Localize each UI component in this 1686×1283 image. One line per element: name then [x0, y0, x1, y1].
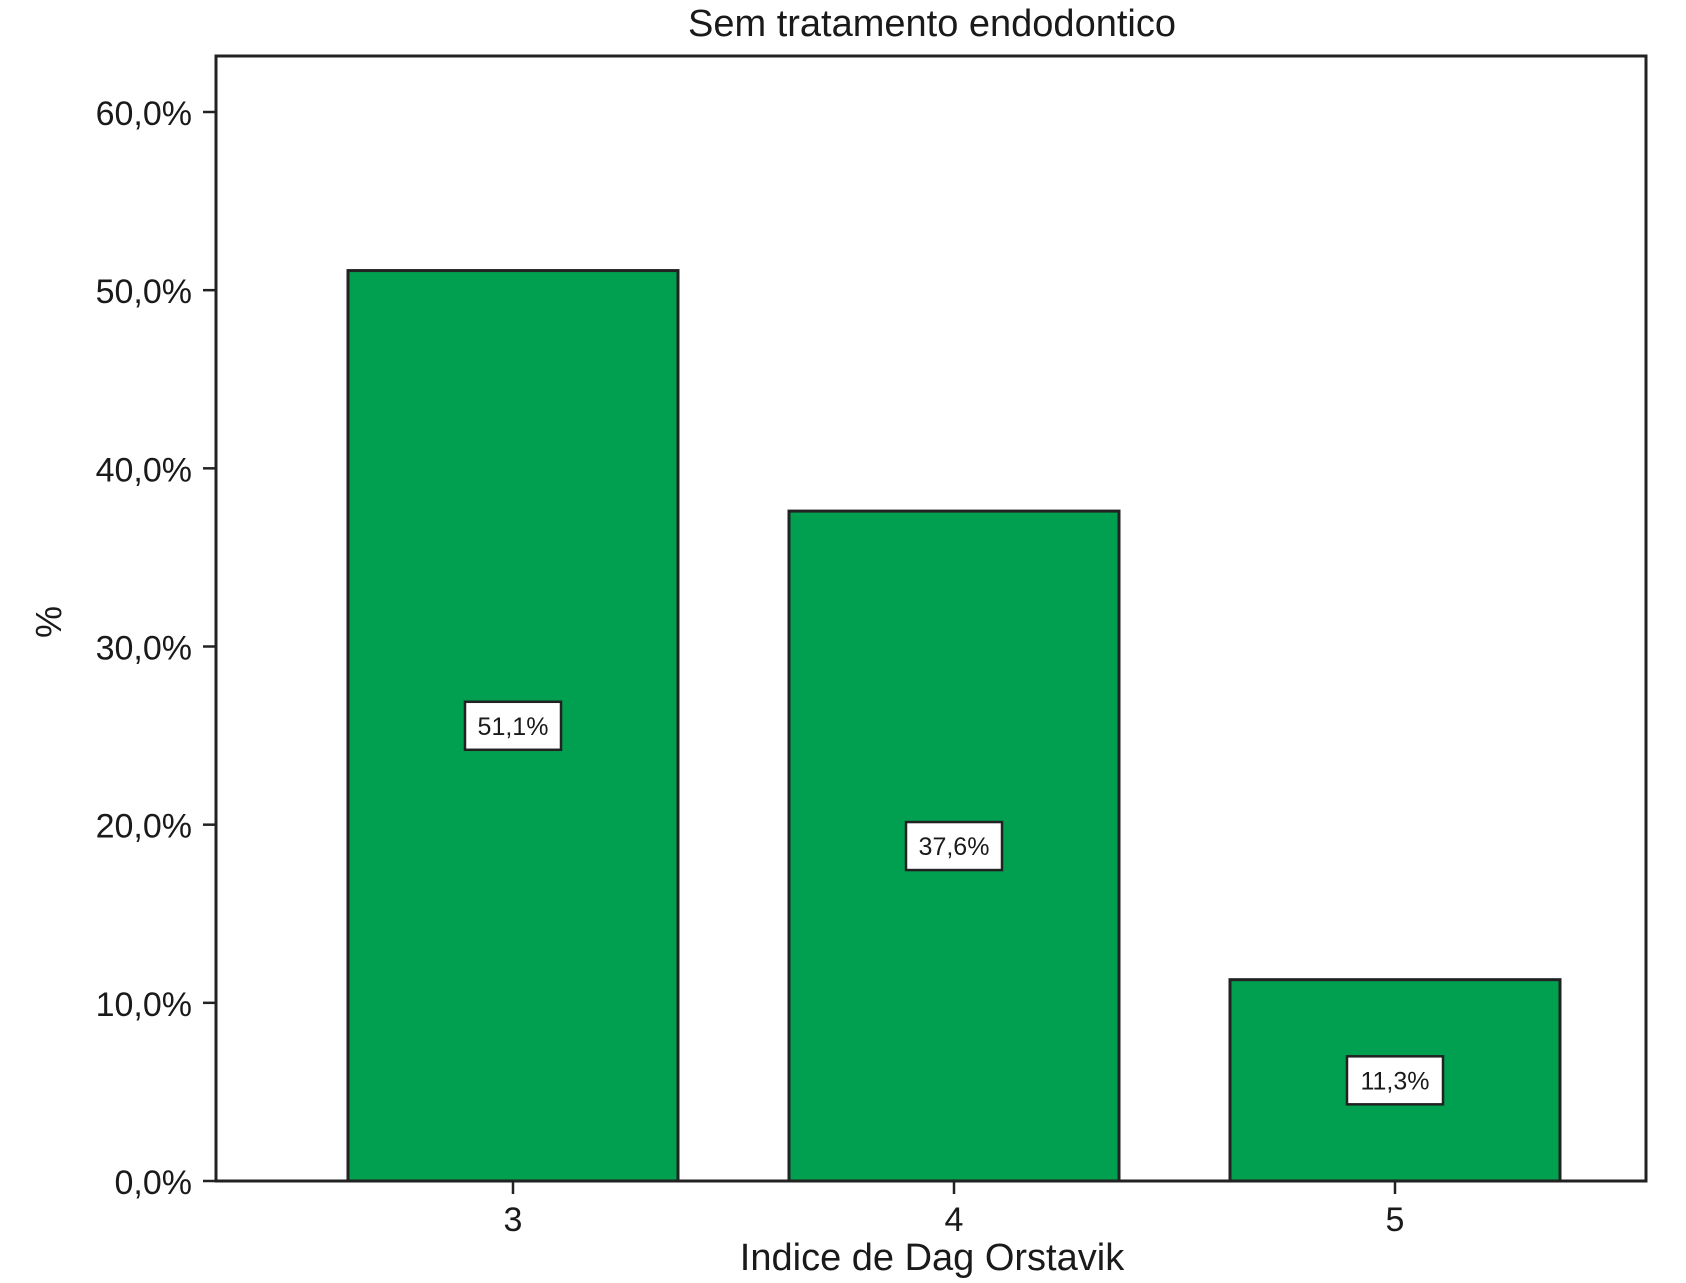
x-tick-label: 3	[504, 1201, 523, 1239]
y-axis: 0,0% 10,0% 20,0% 30,0% 40,0% 50,0% 60,0%	[96, 95, 216, 1202]
data-label: 37,6%	[919, 833, 990, 861]
y-tick-label: 20,0%	[96, 808, 192, 846]
chart-title: Sem tratamento endodontico	[688, 3, 1176, 45]
data-label-box	[904, 820, 1004, 872]
data-label-box	[463, 700, 563, 752]
data-label-box	[1345, 1055, 1445, 1106]
bars: 51,1% 37,6% 11,3%	[346, 269, 1562, 1183]
y-axis-label: %	[28, 606, 69, 638]
data-label: 51,1%	[478, 713, 549, 741]
y-tick-label: 10,0%	[96, 986, 192, 1024]
x-axis-label: Indice de Dag Orstavik	[740, 1237, 1125, 1278]
data-label: 11,3%	[1360, 1067, 1429, 1095]
y-tick-label: 60,0%	[96, 95, 192, 133]
x-axis: 3 4 5	[504, 1181, 1405, 1239]
y-tick-label: 50,0%	[96, 273, 192, 311]
y-tick-label: 30,0%	[96, 630, 192, 668]
y-tick-label: 0,0%	[115, 1164, 193, 1202]
x-tick-label: 5	[1386, 1201, 1405, 1239]
y-tick-label: 40,0%	[96, 451, 192, 489]
x-tick-label: 4	[945, 1201, 964, 1239]
